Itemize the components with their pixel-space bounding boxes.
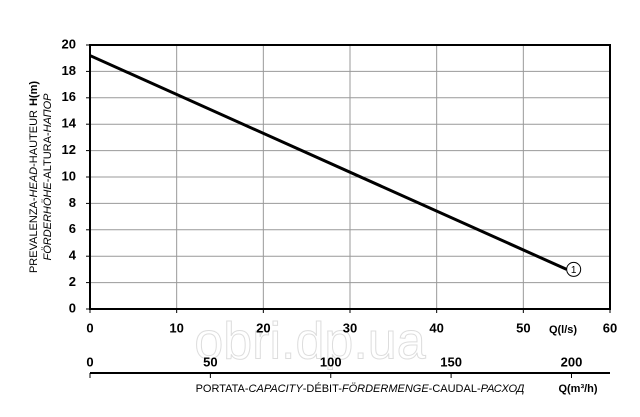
label-part: CAPACITY (249, 383, 304, 395)
y-tick-label: 20 (62, 36, 76, 51)
label-part: FÖRDERMENGE (342, 383, 429, 395)
y-tick-label: 0 (69, 300, 76, 315)
y-tick-label: 16 (62, 89, 76, 104)
label-part: PREVALENZA- (28, 197, 40, 273)
x2-tick-label: 50 (203, 354, 217, 369)
x2-tick-label: 100 (320, 354, 342, 369)
label-part: -DÉBIT- (303, 382, 342, 395)
label-part: -ALTURA- (42, 132, 54, 182)
x-tick-label: 10 (169, 320, 183, 335)
label-part: HEAD (28, 167, 40, 198)
plot-frame (89, 44, 611, 310)
y-tick-label: 4 (69, 248, 77, 263)
y-tick-label: 18 (62, 63, 76, 78)
label-part: -HAUTEUR (28, 110, 40, 167)
label-part: PORTATA- (196, 383, 249, 395)
label-part: РАСХОД (481, 383, 525, 395)
x2-tick-label: 0 (86, 354, 93, 369)
y-axis-label: FÖRDERHÖHE-ALTURA-НАПОР (42, 93, 54, 261)
x-tick-label: 50 (516, 320, 530, 335)
x2-tick-label: 200 (561, 354, 583, 369)
x-tick-label: 20 (256, 320, 270, 335)
x2-unit: Q(m³/h) (558, 383, 597, 395)
y-tick-label: 14 (62, 116, 77, 131)
curve-label: 1 (571, 265, 577, 276)
y-tick-label: 10 (62, 168, 76, 183)
curve (89, 54, 568, 271)
x-tick-label: 60 (603, 320, 617, 335)
label-part: FÖRDERHÖHE (42, 182, 54, 261)
watermark: obri.dp.ua (194, 313, 425, 371)
y-tick-label: 2 (69, 274, 76, 289)
label-part: НАПОР (42, 93, 54, 133)
x-unit: Q(l/s) (549, 324, 577, 336)
y-axis-label: PREVALENZA-HEAD-HAUTEUR H(m) (28, 81, 40, 273)
label-part: -CAUDAL- (429, 383, 481, 395)
y-unit: H(m) (28, 81, 40, 106)
x2-tick-label: 150 (440, 354, 462, 369)
x-tick-label: 40 (429, 320, 443, 335)
x-tick-label: 30 (343, 320, 357, 335)
curve-label-circle (566, 261, 582, 277)
y-tick-label: 6 (69, 221, 76, 236)
x-tick-label: 0 (86, 320, 93, 335)
y-tick-label: 12 (62, 142, 76, 157)
y-tick-label: 8 (69, 195, 76, 210)
x-axis-label: PORTATA-CAPACITY-DÉBIT-FÖRDERMENGE-CAUDA… (196, 382, 525, 395)
